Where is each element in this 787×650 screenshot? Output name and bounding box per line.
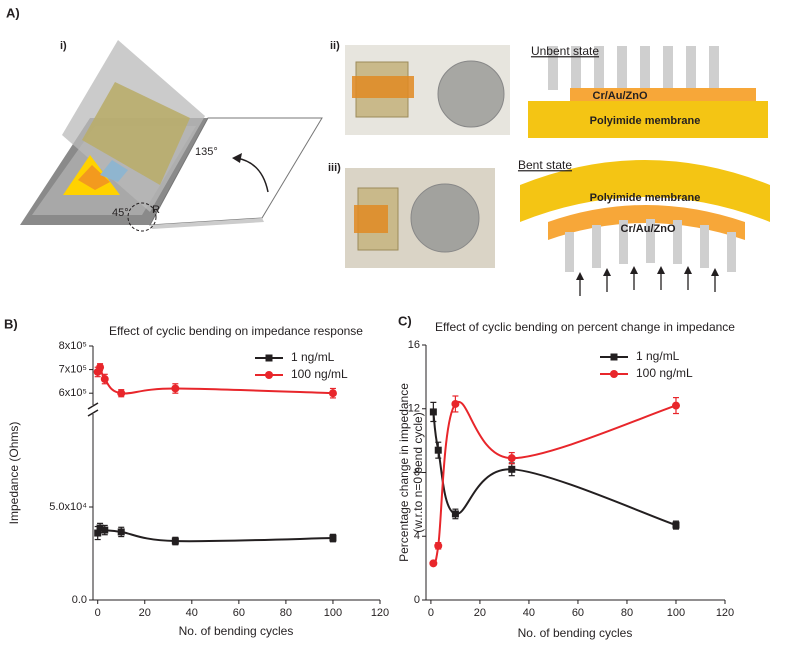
legend-marker [610,353,618,361]
substrate-label: Polyimide membrane [590,192,701,204]
x-tick-label: 100 [667,607,685,619]
state-title: Bent state [518,158,572,172]
x-tick-label: 20 [474,607,486,619]
photo-unbent [345,45,510,135]
legend-label: 100 ng/mL [636,366,693,380]
x-tick-label: 40 [186,607,198,619]
data-point [451,399,460,408]
y-tick-label: 6x10⁵ [59,387,87,399]
legend-marker [265,354,273,362]
x-tick-label: 20 [139,607,151,619]
x-axis-label: No. of bending cycles [518,626,633,640]
x-tick-label: 0 [428,607,434,619]
data-point [329,534,337,542]
series-line [432,400,677,565]
substrate-label: Polyimide membrane [590,115,701,127]
legend-label: 1 ng/mL [636,349,680,363]
data-point [117,528,125,536]
panel-label: C) [398,313,412,328]
radius-label: R [152,204,160,216]
series-line [432,411,677,527]
y-tick-label: 8x10⁵ [59,340,87,352]
chart-title: Effect of cyclic bending on impedance re… [109,324,363,338]
y-tick-label: 0.0 [72,594,87,606]
y-tick-label: 8 [414,466,420,478]
y-tick-label: 16 [408,339,420,351]
x-tick-label: 80 [280,607,292,619]
axis-break [87,409,99,417]
y-tick-label: 7x10⁵ [59,364,87,376]
data-point [101,526,109,534]
sub-label: i) [60,40,67,52]
x-tick-label: 100 [324,607,342,619]
x-tick-label: 120 [371,607,389,619]
y-axis-label: Percentage change in impedance [397,383,411,562]
bent-schematic [520,160,770,296]
y-tick-label: 5.0x10⁴ [49,501,87,513]
legend-label: 100 ng/mL [291,367,348,381]
chart-title: Effect of cyclic bending on percent chan… [435,320,735,334]
data-point [429,559,438,568]
unbent-schematic [528,46,768,138]
data-point [429,408,437,416]
sub-label: ii) [330,40,340,52]
data-point [434,446,442,454]
sub-label: iii) [328,162,341,174]
legend-marker [610,370,618,378]
x-tick-label: 60 [233,607,245,619]
data-point [671,401,680,410]
data-point [100,375,109,384]
x-tick-label: 0 [95,607,101,619]
photo-bent [345,168,495,268]
y-tick-label: 4 [414,530,420,542]
series-line [96,526,333,543]
legend-label: 1 ng/mL [291,350,335,364]
y-axis-label: (w.r.to n=0 bend cycle) [411,412,425,532]
angle-label: 45° [112,207,129,219]
x-tick-label: 60 [572,607,584,619]
x-tick-label: 80 [621,607,633,619]
state-title: Unbent state [531,44,599,58]
data-point [328,389,337,398]
axis-break [87,402,99,410]
data-point [117,389,126,398]
legend-marker [265,371,273,379]
hinge-illustration [20,40,323,232]
y-axis-label: Impedance (Ohms) [7,422,21,525]
layer-label: Cr/Au/ZnO [621,223,676,235]
data-point [171,537,179,545]
y-tick-label: 0 [414,594,420,606]
x-tick-label: 120 [716,607,734,619]
data-point [434,541,443,550]
x-axis-label: No. of bending cycles [179,624,294,638]
data-point [451,510,459,518]
data-point [96,363,105,372]
y-tick-label: 12 [408,403,420,415]
angle-label: 135° [195,146,218,158]
data-point [507,454,516,463]
data-point [672,521,680,529]
panel-label: A) [6,5,20,20]
data-point [171,384,180,393]
panel-label: B) [4,316,18,331]
data-point [508,465,516,473]
layer-label: Cr/Au/ZnO [593,90,648,102]
x-tick-label: 40 [523,607,535,619]
data-point [96,524,104,532]
